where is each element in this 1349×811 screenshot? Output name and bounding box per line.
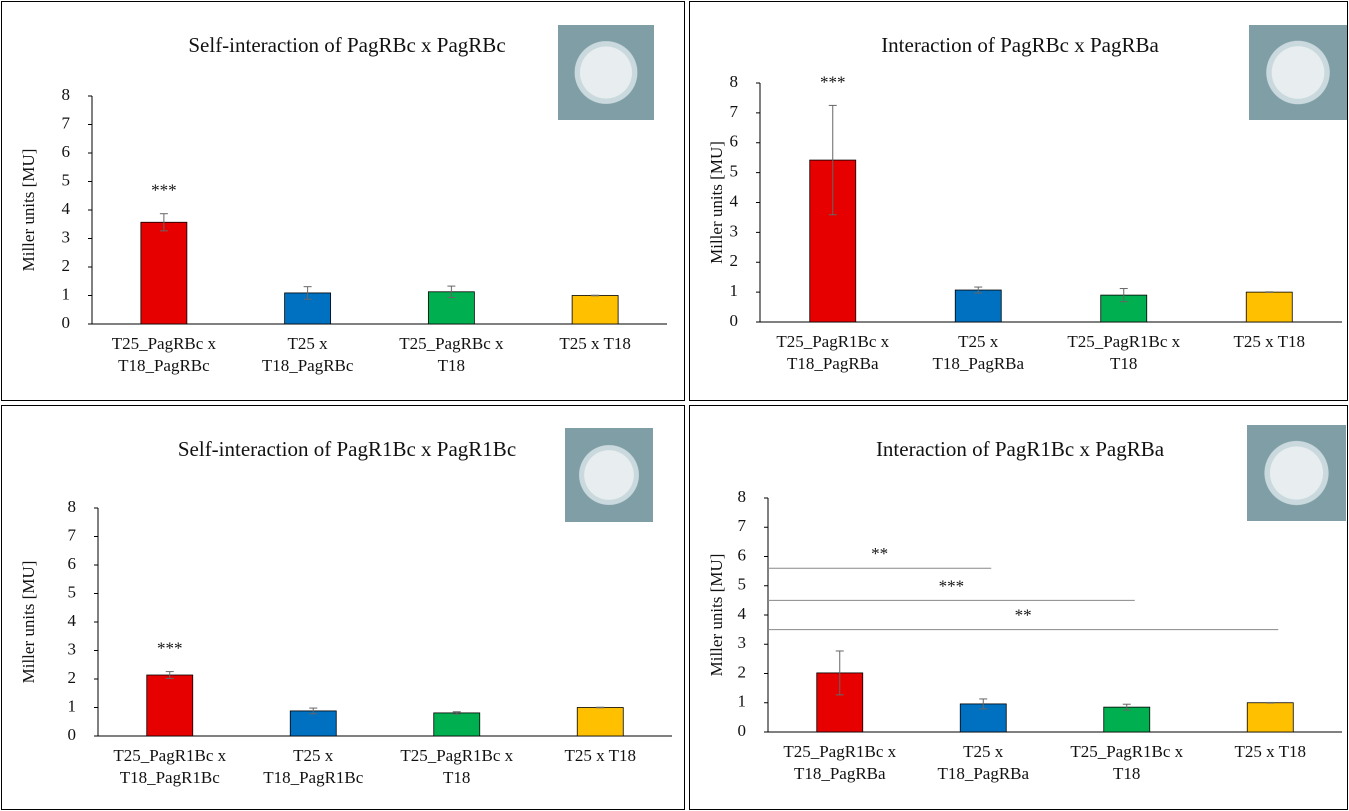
y-axis-label: Miller units [MU]: [19, 561, 38, 684]
y-tick-label: 6: [730, 132, 739, 151]
y-tick-label: 1: [738, 692, 747, 711]
bar: [141, 222, 187, 324]
y-tick-label: 8: [62, 85, 71, 104]
x-tick-label: T25_PagR1Bc x T18_PagRBa: [767, 331, 899, 375]
y-tick-label: 3: [62, 227, 71, 246]
bar: [147, 675, 193, 736]
y-tick-label: 5: [730, 162, 739, 181]
colony-photo: [1247, 425, 1346, 521]
x-tick-label: T25_PagRBc x T18: [385, 333, 517, 377]
y-tick-label: 6: [62, 142, 71, 161]
x-tick-label: T25_PagR1Bc x T18: [391, 745, 523, 789]
y-tick-label: 0: [62, 313, 71, 332]
y-tick-label: 7: [738, 516, 747, 535]
y-tick-label: 4: [62, 199, 71, 218]
y-tick-label: 1: [62, 284, 71, 303]
y-tick-label: 3: [68, 639, 77, 658]
x-tick-label: T25 x T18_PagRBa: [917, 741, 1049, 785]
bar: [1247, 703, 1293, 732]
x-tick-label: T25_PagR1Bc x T18: [1058, 331, 1190, 375]
x-tick-label: T25_PagRBc x T18_PagRBc: [98, 333, 230, 377]
y-axis-label: Miller units [MU]: [707, 554, 726, 677]
bar: [1246, 292, 1292, 322]
chart-title: Interaction of PagRBc x PagRBa: [881, 33, 1159, 57]
chart-title: Self-interaction of PagR1Bc x PagR1Bc: [178, 437, 516, 461]
y-tick-label: 7: [68, 525, 77, 544]
y-tick-label: 8: [68, 497, 77, 516]
chart-panel: Interaction of PagR1Bc x PagRBa Miller un…: [689, 405, 1348, 810]
significance-label: **: [871, 544, 888, 563]
y-tick-label: 2: [68, 668, 77, 687]
colony-photo: [558, 25, 654, 120]
x-tick-label: T25 x T18_PagRBa: [912, 331, 1044, 375]
y-tick-label: 5: [68, 582, 77, 601]
y-tick-label: 0: [738, 721, 747, 740]
y-tick-label: 1: [730, 281, 739, 300]
bar: [290, 711, 336, 736]
significance-label: ***: [157, 638, 183, 657]
bar: [577, 708, 623, 737]
x-tick-label: T25 x T18: [534, 745, 666, 767]
y-tick-label: 5: [62, 170, 71, 189]
significance-label: ***: [939, 576, 965, 595]
y-tick-label: 2: [62, 256, 71, 275]
x-tick-label: T25 x T18: [1203, 331, 1335, 353]
x-tick-label: T25 x T18: [529, 333, 661, 355]
y-tick-label: 8: [738, 487, 747, 506]
chart-panel: Interaction of PagRBc x PagRBa Miller uni…: [689, 1, 1348, 401]
x-tick-label: T25_PagR1Bc x T18: [1061, 741, 1193, 785]
chart-title: Self-interaction of PagRBc x PagRBc: [188, 33, 505, 57]
significance-label: ***: [151, 181, 177, 200]
significance-label: **: [1015, 606, 1032, 625]
y-tick-label: 2: [730, 251, 739, 270]
y-tick-label: 7: [730, 102, 739, 121]
y-tick-label: 8: [730, 72, 739, 91]
x-tick-label: T25_PagR1Bc x T18_PagR1Bc: [104, 745, 236, 789]
y-tick-label: 3: [738, 633, 747, 652]
colony-photo: [1249, 25, 1347, 120]
y-axis-label: Miller units [MU]: [707, 141, 726, 264]
y-axis-label: Miller units [MU]: [19, 149, 38, 272]
chart-panel: Self-interaction of PagRBc x PagRBc Mille…: [1, 1, 685, 401]
y-tick-label: 1: [68, 696, 77, 715]
x-tick-label: T25 x T18: [1204, 741, 1336, 763]
y-tick-label: 5: [738, 575, 747, 594]
colony-photo: [565, 428, 653, 522]
bar: [1104, 707, 1150, 732]
y-tick-label: 4: [68, 611, 77, 630]
bar: [955, 290, 1001, 322]
y-tick-label: 0: [68, 725, 77, 744]
y-tick-label: 0: [730, 311, 739, 330]
bar: [572, 296, 618, 325]
y-tick-label: 6: [68, 554, 77, 573]
y-tick-label: 3: [730, 221, 739, 240]
x-tick-label: T25_PagR1Bc x T18_PagRBa: [774, 741, 906, 785]
x-tick-label: T25 x T18_PagRBc: [242, 333, 374, 377]
bar: [434, 713, 480, 736]
page: Self-interaction of PagRBc x PagRBc Mille…: [0, 0, 1349, 811]
y-tick-label: 2: [738, 662, 747, 681]
y-tick-label: 4: [730, 191, 739, 210]
y-tick-label: 7: [62, 113, 71, 132]
y-tick-label: 4: [738, 604, 747, 623]
x-tick-label: T25 x T18_PagR1Bc: [247, 745, 379, 789]
y-tick-label: 6: [738, 545, 747, 564]
chart-title: Interaction of PagR1Bc x PagRBa: [876, 437, 1165, 461]
significance-label: ***: [820, 72, 846, 91]
chart-panel: Self-interaction of PagR1Bc x PagR1Bc Mil…: [1, 405, 685, 810]
